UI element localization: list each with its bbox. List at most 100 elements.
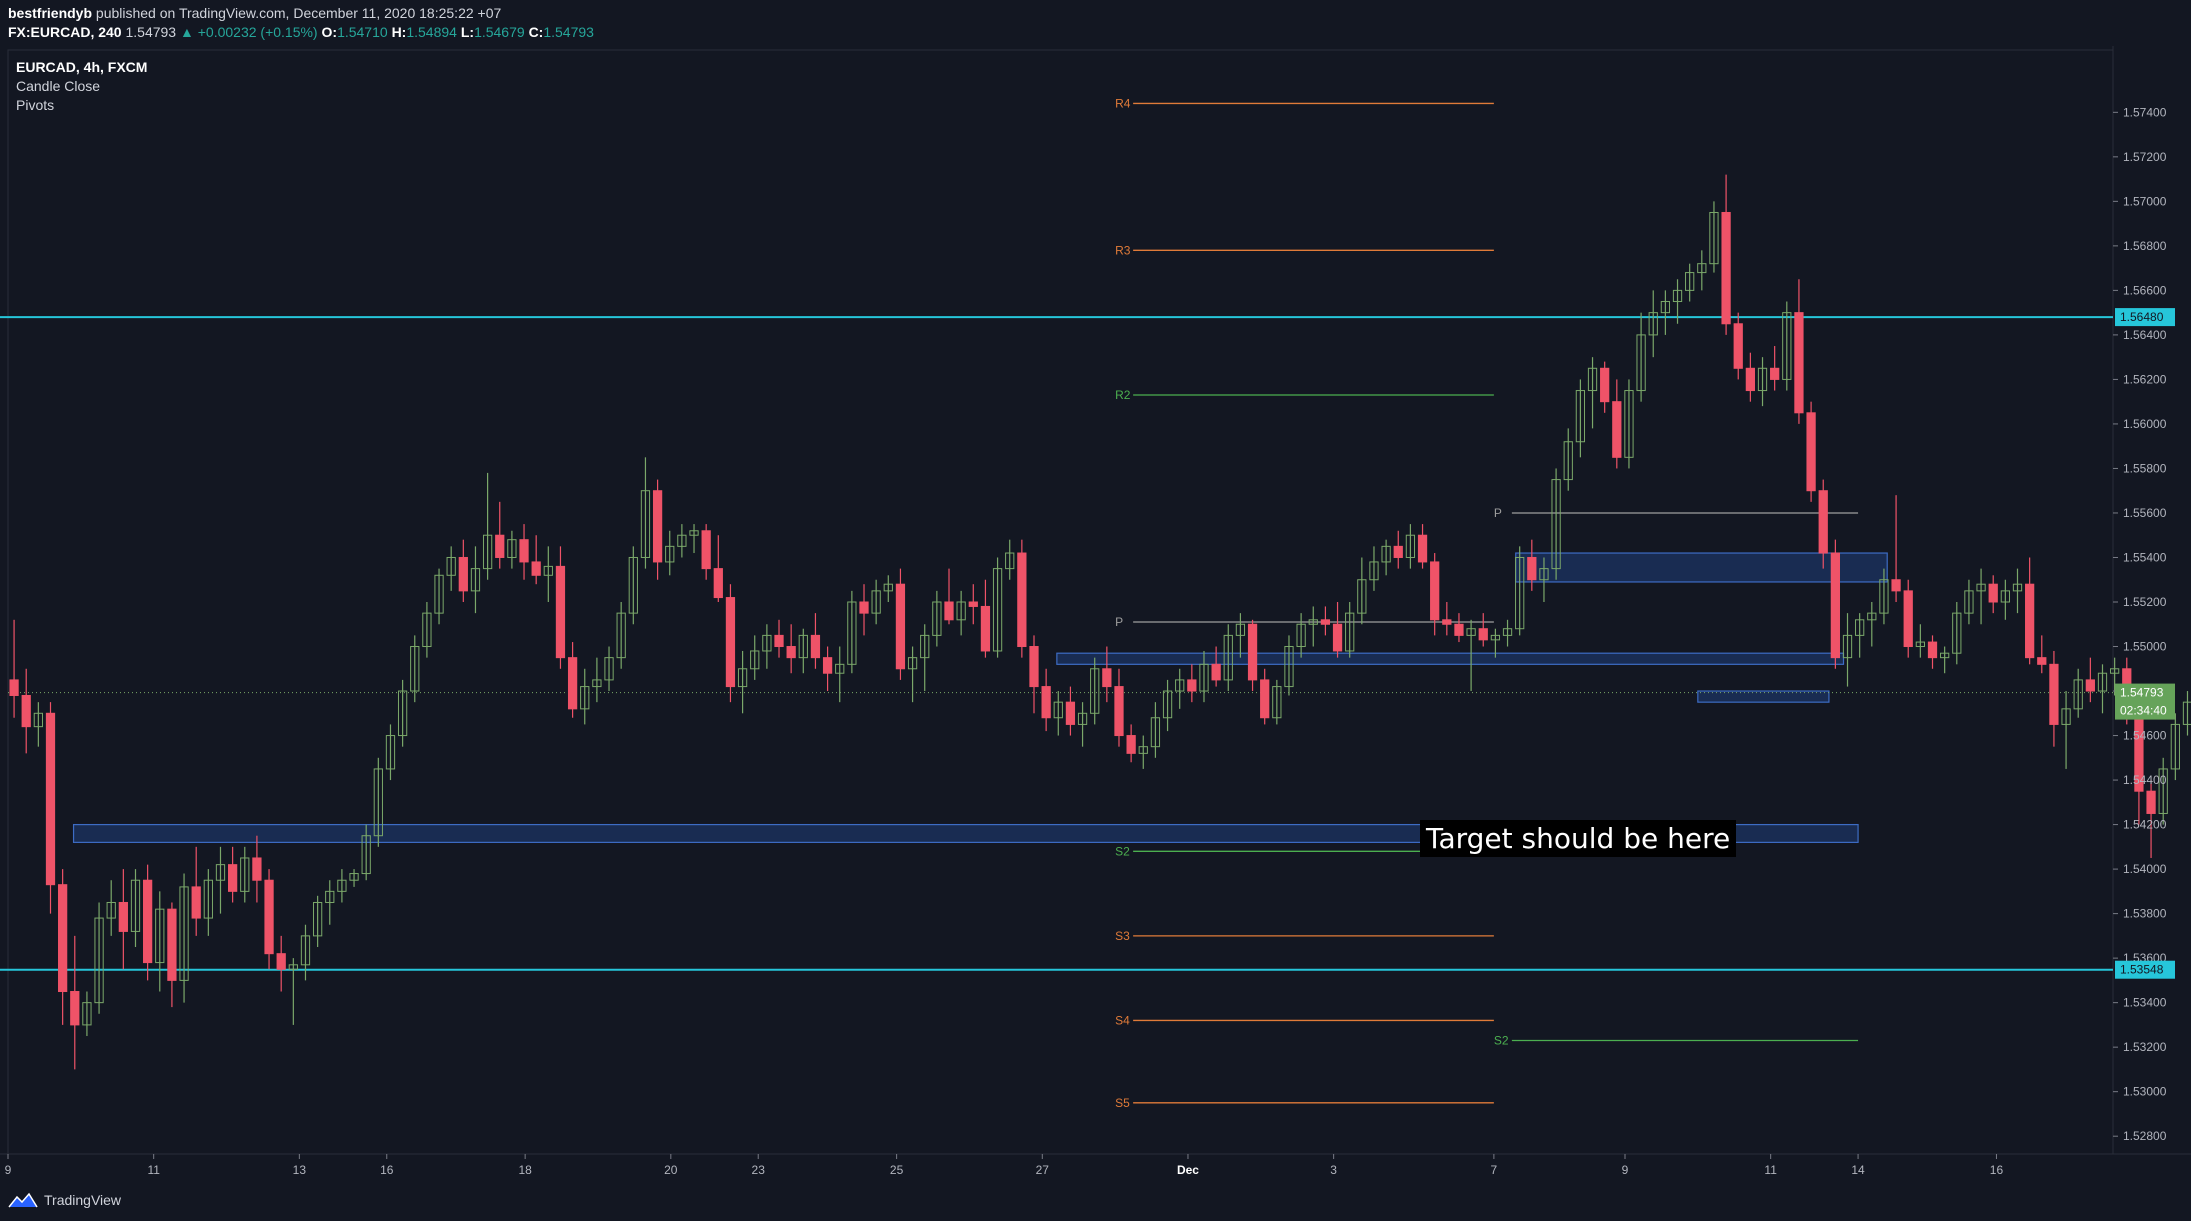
candle-down (1126, 735, 1136, 754)
candle-up (1867, 612, 1877, 621)
author-name[interactable]: bestfriendyb (8, 5, 93, 21)
candle-up (1199, 663, 1209, 692)
candle-down (118, 901, 128, 932)
candle-up (179, 886, 189, 981)
legend-indicator-candle-close[interactable]: Candle Close (16, 78, 101, 94)
candle-up (325, 890, 335, 903)
candle-up (1466, 628, 1476, 636)
legend-title[interactable]: EURCAD, 4h, FXCM (16, 59, 148, 75)
low-label: L: (460, 24, 475, 40)
candle-up (1357, 579, 1367, 614)
candle-down (143, 879, 153, 964)
price-tick-label: 1.55600 (2123, 506, 2167, 520)
candle-down (1187, 679, 1197, 692)
candle-up (203, 879, 213, 919)
candle-up (1660, 301, 1671, 314)
pivot-label: S5 (1115, 1096, 1130, 1110)
candle-up (1138, 746, 1148, 754)
candle-down (1430, 561, 1440, 621)
time-tick-label: 3 (1330, 1163, 1337, 1177)
time-tick-label: 13 (293, 1163, 307, 1177)
chart-legend: EURCAD, 4h, FXCM Candle Close Pivots (16, 58, 147, 115)
candle-up (1575, 390, 1586, 443)
candle-up (677, 534, 687, 547)
candle-up (1150, 717, 1161, 748)
candle-up (1369, 561, 1379, 581)
price-tick-label: 1.57000 (2123, 194, 2167, 208)
time-tick-label: 9 (5, 1163, 12, 1177)
candle-up (1782, 312, 1792, 380)
price-tick-label: 1.54200 (2123, 818, 2167, 832)
candle-up (482, 534, 493, 570)
price-tick-label: 1.55000 (2123, 640, 2167, 654)
candle-down (1527, 556, 1537, 581)
candle-down (944, 601, 954, 621)
time-tick-label: 18 (518, 1163, 532, 1177)
pivot-label: P (1115, 615, 1123, 629)
candle-up (956, 601, 966, 621)
price-tick-label: 1.54400 (2123, 773, 2167, 787)
low-value: 1.54679 (474, 24, 525, 40)
brand-text: TradingView (44, 1192, 122, 1208)
price-tag-label: 1.56480 (2120, 310, 2164, 324)
candle-down (1114, 686, 1124, 737)
candle-up (543, 565, 553, 576)
candle-up (1005, 552, 1015, 570)
pivot-label: S4 (1115, 1013, 1130, 1027)
candle-up (1842, 634, 1853, 659)
candle-up (1284, 646, 1294, 688)
candle-down (822, 657, 833, 674)
brand[interactable]: TradingView (8, 1191, 121, 1209)
time-tick-label: 14 (1851, 1163, 1865, 1177)
candle-down (652, 490, 663, 563)
candle-down (786, 646, 796, 659)
candle-down (276, 953, 286, 970)
close-value: 1.54793 (543, 24, 594, 40)
candle-down (2037, 657, 2047, 665)
price-tick-label: 1.55200 (2123, 595, 2167, 609)
candle-down (1770, 367, 1780, 380)
candle-down (9, 679, 19, 696)
candle-down (495, 534, 505, 558)
candle-up (2073, 679, 2083, 710)
candle-down (968, 601, 978, 607)
price-tick-label: 1.53400 (2123, 996, 2167, 1010)
price-tick-label: 1.55400 (2123, 550, 2167, 564)
time-tick-label: 25 (890, 1163, 904, 1177)
candle-up (689, 530, 699, 536)
candle-up (1515, 556, 1525, 630)
candle-up (835, 663, 845, 674)
pivot-label: R4 (1115, 96, 1131, 110)
time-tick-label: 16 (380, 1163, 394, 1177)
candle-up (1636, 334, 1646, 392)
candle-up (640, 490, 651, 558)
candle-up (992, 568, 1003, 652)
price-chart[interactable]: R4 R3 R2 P S2 S3 S4 S5 P S2 1.57400 1.57200 1.57000 1… (0, 46, 2191, 1180)
price-tick-label: 1.54600 (2123, 729, 2167, 743)
candle-up (1162, 690, 1173, 719)
candle-up (1053, 701, 1063, 719)
chart-area[interactable]: R4 R3 R2 P S2 S3 S4 S5 P S2 1.57400 1.57200 1.57000 1… (0, 46, 2191, 1185)
annotation-label: Target should be here (1420, 820, 1737, 857)
candle-down (1721, 211, 1731, 325)
candle-up (1879, 579, 1889, 614)
candle-down (531, 561, 541, 576)
candle-up (1709, 211, 1719, 265)
candle-down (1745, 367, 1756, 392)
pivot-label: P (1494, 506, 1502, 520)
candle-down (1247, 623, 1258, 681)
candle-up (1175, 679, 1185, 692)
candle-down (2146, 790, 2156, 814)
candle-down (567, 657, 578, 710)
time-tick-label: 7 (1491, 1163, 1498, 1177)
candle-up (1964, 590, 1974, 614)
legend-indicator-pivots[interactable]: Pivots (16, 97, 55, 113)
candle-up (94, 917, 104, 1004)
candle-up (1587, 367, 1598, 392)
price-tick-label: 1.56800 (2123, 239, 2167, 253)
candle-down (21, 694, 31, 728)
last-price-tag-box (2115, 683, 2175, 720)
candle-down (1478, 628, 1488, 641)
sr-zone (1515, 552, 1888, 583)
candle-down (1065, 701, 1076, 725)
